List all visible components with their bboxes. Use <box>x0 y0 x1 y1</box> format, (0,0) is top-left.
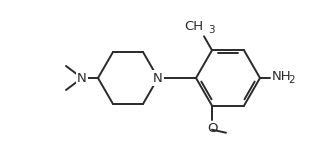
Text: N: N <box>77 72 87 84</box>
Text: O: O <box>207 122 217 135</box>
Text: CH: CH <box>184 20 203 33</box>
Text: N: N <box>153 72 163 84</box>
Text: 3: 3 <box>208 25 215 35</box>
Text: 2: 2 <box>288 75 295 85</box>
Text: NH: NH <box>272 70 292 84</box>
